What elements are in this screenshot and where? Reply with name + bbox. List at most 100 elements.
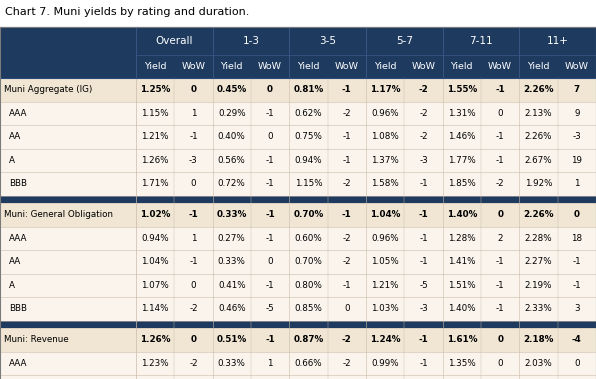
Bar xyxy=(404,125,443,149)
Text: 19: 19 xyxy=(572,156,582,165)
Text: 0.45%: 0.45% xyxy=(216,85,247,94)
Bar xyxy=(404,352,443,375)
Text: 0: 0 xyxy=(574,210,580,219)
Bar xyxy=(136,227,174,250)
Text: -1: -1 xyxy=(419,359,428,368)
Bar xyxy=(0,203,136,227)
Bar xyxy=(328,78,366,102)
Text: 0.33%: 0.33% xyxy=(218,257,246,266)
Bar xyxy=(0,375,136,379)
Bar xyxy=(251,328,289,352)
Text: 18: 18 xyxy=(572,234,582,243)
Text: -3: -3 xyxy=(189,156,198,165)
Bar xyxy=(481,328,519,352)
Bar xyxy=(519,125,558,149)
Text: 1.21%: 1.21% xyxy=(371,281,399,290)
Bar xyxy=(481,203,519,227)
Text: 1.40%: 1.40% xyxy=(448,304,476,313)
Text: Yield: Yield xyxy=(527,62,550,71)
Text: AA: AA xyxy=(9,257,21,266)
Bar xyxy=(443,78,481,102)
Bar xyxy=(443,250,481,274)
Text: 3-5: 3-5 xyxy=(319,36,336,46)
Text: WoW: WoW xyxy=(181,62,206,71)
Text: 2.13%: 2.13% xyxy=(524,109,552,118)
Bar xyxy=(213,328,251,352)
Bar xyxy=(404,172,443,196)
Bar xyxy=(481,274,519,297)
Bar xyxy=(251,297,289,321)
Bar xyxy=(328,297,366,321)
Text: Yield: Yield xyxy=(451,62,473,71)
Text: 0.85%: 0.85% xyxy=(294,304,322,313)
Bar xyxy=(136,274,174,297)
Text: 0.81%: 0.81% xyxy=(293,85,324,94)
Text: 2.26%: 2.26% xyxy=(524,132,552,141)
Text: 1.26%: 1.26% xyxy=(141,156,169,165)
Bar xyxy=(328,352,366,375)
Text: 1-3: 1-3 xyxy=(243,36,259,46)
Bar xyxy=(174,125,213,149)
Text: -1: -1 xyxy=(418,210,429,219)
Bar xyxy=(251,375,289,379)
Bar xyxy=(251,203,289,227)
Text: -2: -2 xyxy=(189,304,198,313)
Text: -1: -1 xyxy=(419,179,428,188)
Bar xyxy=(558,125,596,149)
Text: -1: -1 xyxy=(496,156,504,165)
Bar xyxy=(366,352,404,375)
Bar xyxy=(289,352,328,375)
Text: 0: 0 xyxy=(574,359,580,368)
Text: 5-7: 5-7 xyxy=(396,36,413,46)
Bar xyxy=(289,227,328,250)
Bar xyxy=(558,297,596,321)
Bar xyxy=(519,250,558,274)
Text: 1.15%: 1.15% xyxy=(141,109,169,118)
Text: -1: -1 xyxy=(343,281,351,290)
Text: 0.60%: 0.60% xyxy=(294,234,322,243)
Bar xyxy=(0,250,136,274)
Text: -5: -5 xyxy=(266,304,275,313)
Text: 1.35%: 1.35% xyxy=(448,359,476,368)
Text: 1.02%: 1.02% xyxy=(140,210,170,219)
Bar xyxy=(213,102,251,125)
Bar xyxy=(174,274,213,297)
Bar xyxy=(251,78,289,102)
Text: 1.25%: 1.25% xyxy=(140,85,170,94)
Text: -2: -2 xyxy=(189,359,198,368)
Text: 1: 1 xyxy=(268,359,273,368)
Text: -5: -5 xyxy=(419,281,428,290)
Text: 3: 3 xyxy=(574,304,580,313)
Text: 0: 0 xyxy=(191,281,196,290)
Bar xyxy=(481,375,519,379)
Bar xyxy=(481,172,519,196)
Text: 0.41%: 0.41% xyxy=(218,281,246,290)
Bar xyxy=(251,250,289,274)
Bar xyxy=(289,172,328,196)
Bar xyxy=(558,203,596,227)
Bar xyxy=(213,172,251,196)
Bar xyxy=(0,328,136,352)
Text: 1.31%: 1.31% xyxy=(448,109,476,118)
Bar xyxy=(213,375,251,379)
Text: 1.07%: 1.07% xyxy=(141,281,169,290)
Bar xyxy=(481,227,519,250)
Bar xyxy=(251,102,289,125)
Bar xyxy=(481,250,519,274)
Text: 1.46%: 1.46% xyxy=(448,132,476,141)
Bar xyxy=(328,125,366,149)
Text: -1: -1 xyxy=(419,257,428,266)
Bar xyxy=(404,227,443,250)
Bar xyxy=(289,328,328,352)
Bar xyxy=(443,227,481,250)
Bar xyxy=(558,172,596,196)
Text: 2.03%: 2.03% xyxy=(524,359,552,368)
Bar xyxy=(366,203,404,227)
Bar xyxy=(519,328,558,352)
Bar xyxy=(558,149,596,172)
Bar xyxy=(328,102,366,125)
Text: Yield: Yield xyxy=(144,62,166,71)
Text: 0: 0 xyxy=(190,85,197,94)
Bar xyxy=(404,274,443,297)
Bar xyxy=(404,78,443,102)
